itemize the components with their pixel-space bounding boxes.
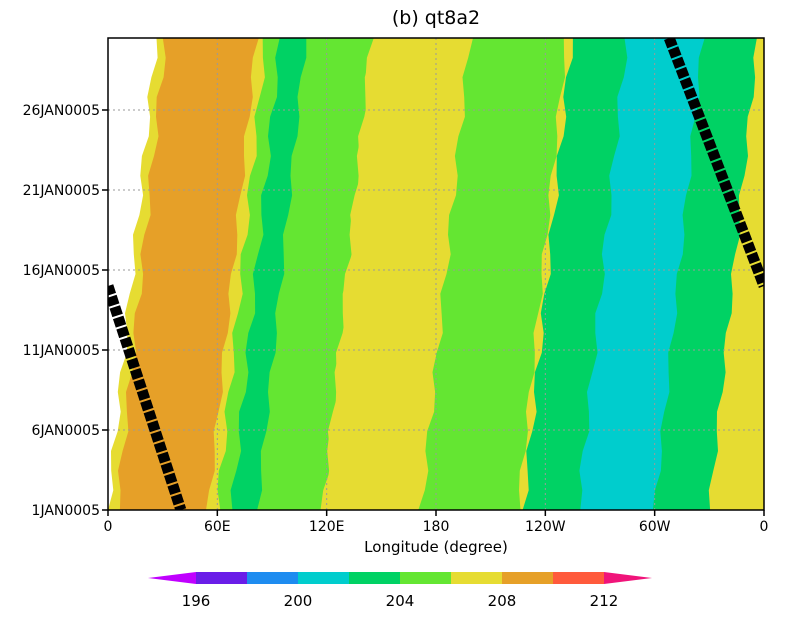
overlay-line	[664, 38, 764, 288]
x-tick-label: 60E	[204, 519, 231, 535]
contour-band	[118, 38, 259, 510]
y-tick-label: 1JAN0005	[32, 503, 100, 519]
y-tick-label: 16JAN0005	[23, 263, 100, 279]
colorbar-label: 200	[284, 592, 313, 610]
colorbar-swatch	[451, 572, 502, 584]
contour-band	[320, 38, 470, 510]
contour-band	[418, 38, 565, 510]
colorbar-swatch	[298, 572, 349, 584]
x-tick-label: 60W	[639, 519, 671, 535]
colorbar: 196 200 204 208 212	[148, 572, 652, 610]
y-tick-label: 21JAN0005	[23, 183, 100, 199]
colorbar-swatch	[502, 572, 553, 584]
colorbar-swatch	[553, 572, 604, 584]
overlay-line	[108, 284, 187, 510]
x-axis-label: Longitude (degree)	[364, 538, 508, 556]
colorbar-swatch	[400, 572, 451, 584]
y-axis: 1JAN0005 6JAN0005 11JAN0005 16JAN0005 21JAN0…	[23, 103, 108, 519]
colorbar-label: 204	[386, 592, 415, 610]
y-tick-label: 6JAN0005	[32, 423, 100, 439]
plot-area	[108, 38, 764, 510]
colorbar-label: 212	[590, 592, 619, 610]
contour-band	[230, 38, 307, 510]
colorbar-swatch	[148, 572, 196, 584]
colorbar-swatch	[604, 572, 652, 584]
colorbar-swatch	[196, 572, 247, 584]
colorbar-label: 208	[488, 592, 517, 610]
x-axis: 0 60E 120E 180 120W 60W 0	[104, 510, 769, 535]
x-tick-label: 0	[760, 519, 769, 535]
chart-title: (b) qt8a2	[392, 7, 480, 29]
x-tick-label: 120E	[309, 519, 345, 535]
x-tick-label: 120W	[525, 519, 566, 535]
x-tick-label: 180	[423, 519, 450, 535]
contour-band	[579, 38, 705, 510]
overlay-lines	[108, 38, 764, 510]
y-tick-label: 11JAN0005	[23, 343, 100, 359]
colorbar-swatch	[247, 572, 298, 584]
grid-lines	[108, 38, 764, 510]
colorbar-swatch	[349, 572, 400, 584]
colorbar-label: 196	[182, 592, 211, 610]
x-tick-label: 0	[104, 519, 113, 535]
y-tick-label: 26JAN0005	[23, 103, 100, 119]
